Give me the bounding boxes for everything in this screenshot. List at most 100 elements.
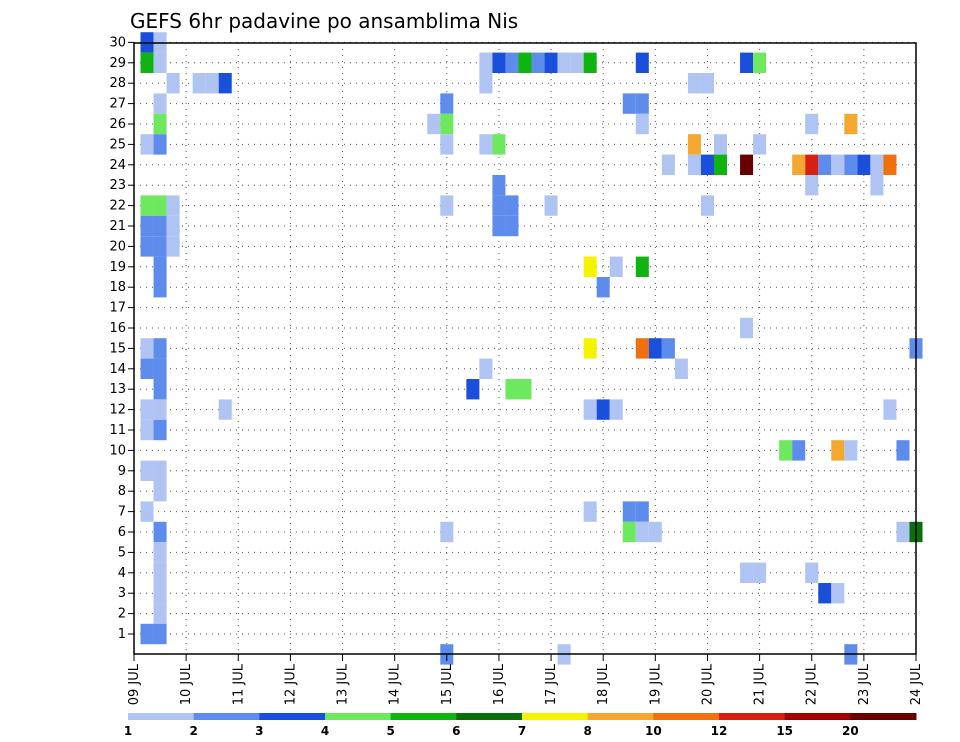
heatmap-cell — [635, 52, 649, 73]
heatmap-cell — [140, 52, 154, 73]
heatmap-cell — [570, 52, 584, 73]
heatmap-cell — [440, 113, 454, 135]
heatmap-cell — [713, 154, 728, 175]
heatmap-cell — [492, 134, 506, 155]
heatmap-cell — [153, 481, 167, 502]
heatmap-cell — [779, 440, 793, 461]
legend-label: 1 — [124, 724, 132, 738]
heatmap-cell — [153, 256, 167, 277]
heatmap-cell — [661, 338, 675, 359]
heatmap-cell — [479, 73, 493, 94]
heatmap-cell — [153, 52, 167, 73]
y-tick-label: 3 — [118, 586, 126, 601]
y-tick-label: 22 — [109, 199, 126, 214]
heatmap-cell — [687, 154, 701, 175]
heatmap-cell — [440, 195, 454, 216]
heatmap-cell — [818, 154, 832, 175]
heatmap-cell — [544, 52, 558, 73]
heatmap-cell — [635, 501, 649, 522]
chart-title: GEFS 6hr padavine po ansamblima Nis — [130, 9, 518, 33]
heatmap-cell — [140, 338, 154, 359]
heatmap-cell — [153, 134, 167, 155]
heatmap-cell — [166, 195, 180, 216]
heatmap-cell — [583, 338, 597, 359]
heatmap-cell — [622, 521, 636, 543]
heatmap-cell — [153, 358, 167, 379]
heatmap-cell — [700, 195, 714, 216]
legend-swatch — [390, 713, 457, 720]
y-tick-label: 10 — [109, 443, 126, 458]
heatmap-cell — [687, 134, 701, 155]
heatmap-cell — [153, 215, 167, 237]
legend-swatch — [325, 713, 392, 720]
heatmap-cell — [674, 358, 688, 379]
heatmap-cell — [440, 134, 454, 155]
heatmap-cell — [153, 195, 167, 216]
x-tick-label: 13 JUL — [336, 663, 351, 705]
heatmap-cell — [583, 399, 597, 420]
heatmap-cell — [740, 154, 754, 175]
heatmap-cell — [153, 399, 167, 420]
legend-label: 4 — [321, 724, 329, 738]
heatmap-cell — [205, 73, 219, 94]
heatmap-cell — [583, 256, 597, 277]
heatmap-cell — [153, 460, 167, 481]
color-legend: 1 2 3 4 5 6 7 8 10 12 15 20 — [124, 713, 917, 738]
y-tick-label: 9 — [118, 464, 126, 479]
heatmap-cell — [805, 154, 819, 175]
heatmap-cell — [544, 195, 558, 216]
heatmap-cell — [635, 93, 649, 114]
heatmap-cell — [844, 440, 858, 461]
heatmap-cell — [818, 583, 832, 604]
y-tick-label: 15 — [109, 341, 126, 356]
heatmap-cell — [153, 113, 167, 135]
legend-label: 8 — [583, 724, 591, 738]
heatmap-cell — [466, 379, 480, 400]
legend-label: 20 — [842, 724, 859, 738]
heatmap-cell — [153, 542, 167, 563]
heatmap-cell — [713, 134, 728, 155]
heatmap-cell — [479, 134, 493, 155]
y-tick-label: 28 — [109, 76, 126, 91]
x-tick-label: 23 JUL — [857, 663, 872, 705]
heatmap-cell — [140, 134, 154, 155]
heatmap-cell — [883, 154, 897, 175]
heatmap-cell — [153, 521, 167, 543]
heatmap-cell — [492, 215, 506, 237]
y-tick-label: 29 — [109, 56, 126, 71]
y-tick-label: 14 — [109, 362, 126, 377]
heatmap-cell — [192, 73, 206, 94]
heatmap-cell — [153, 379, 167, 400]
heatmap-cells — [140, 32, 923, 665]
heatmap-cell — [218, 399, 232, 420]
grid-lines — [133, 41, 917, 654]
heatmap-cell — [805, 175, 819, 196]
heatmap-cell — [166, 215, 180, 237]
x-tick-label: 24 JUL — [909, 663, 924, 705]
heatmap-cell — [140, 623, 154, 645]
heatmap-cell — [661, 154, 675, 175]
heatmap-cell — [792, 440, 806, 461]
heatmap-cell — [896, 440, 910, 461]
heatmap-cell — [153, 338, 167, 359]
heatmap-cell — [531, 52, 545, 73]
x-tick-label: 11 JUL — [231, 663, 246, 705]
heatmap-cell — [844, 154, 858, 175]
heatmap-cell — [857, 154, 871, 175]
heatmap-cell — [648, 521, 662, 543]
x-tick-label: 17 JUL — [544, 663, 559, 705]
heatmap-cell — [492, 175, 506, 196]
heatmap-cell — [583, 52, 597, 73]
heatmap-cell — [596, 277, 610, 298]
heatmap-cell — [140, 460, 154, 481]
heatmap-cell — [753, 134, 767, 155]
x-tick-label: 09 JUL — [127, 663, 142, 705]
y-tick-label: 12 — [109, 403, 126, 418]
y-tick-label: 26 — [109, 117, 126, 132]
heatmap-cell — [153, 419, 167, 441]
heatmap-cell — [440, 521, 454, 543]
heatmap-cell — [140, 419, 154, 441]
heatmap-cell — [518, 379, 532, 400]
heatmap-cell — [218, 73, 232, 94]
heatmap-cell — [427, 113, 441, 135]
